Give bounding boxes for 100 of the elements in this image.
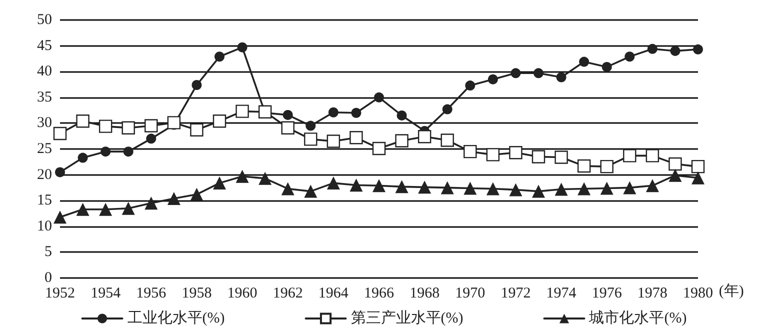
point xyxy=(236,104,249,118)
point xyxy=(440,134,454,147)
y-tick-label: 5 xyxy=(44,244,52,260)
point xyxy=(691,160,705,174)
point xyxy=(76,114,90,128)
point xyxy=(670,46,680,56)
y-tick-label: 0 xyxy=(44,270,52,286)
point xyxy=(237,42,248,52)
point xyxy=(144,196,158,210)
point xyxy=(488,74,498,84)
x-axis-title: (年) xyxy=(718,282,744,300)
point xyxy=(623,149,636,162)
y-tick-label: 35 xyxy=(37,89,52,106)
point xyxy=(554,182,568,196)
y-tick-label: 15 xyxy=(37,192,52,209)
point xyxy=(579,56,590,67)
point xyxy=(510,68,521,78)
point xyxy=(122,121,135,134)
point xyxy=(146,134,156,144)
point xyxy=(623,181,636,194)
point xyxy=(326,134,340,148)
point xyxy=(693,44,703,54)
point xyxy=(53,126,67,140)
point xyxy=(281,121,294,134)
point xyxy=(192,80,202,90)
point xyxy=(668,157,682,171)
point xyxy=(442,104,452,114)
x-tick-label: 1968 xyxy=(410,286,440,302)
point xyxy=(98,120,112,133)
y-tick-label: 10 xyxy=(37,218,52,234)
point xyxy=(465,80,476,91)
point xyxy=(328,107,338,118)
point xyxy=(372,179,386,192)
point xyxy=(464,144,477,158)
x-tick-label: 1974 xyxy=(546,286,577,302)
point xyxy=(486,182,500,196)
point xyxy=(532,184,545,198)
point xyxy=(306,120,316,131)
point xyxy=(236,170,249,183)
x-tick-label: 1956 xyxy=(136,286,167,302)
x-tick-label: 1976 xyxy=(592,286,622,302)
point xyxy=(54,210,66,224)
point xyxy=(144,119,158,132)
x-tick-label: 1964 xyxy=(318,286,349,302)
x-tick-label: 1972 xyxy=(500,286,531,302)
legend-label: 第三产业水平(%) xyxy=(350,310,464,326)
point xyxy=(534,68,544,78)
x-tick-label: 1980 xyxy=(683,286,713,302)
legend-label: 城市化水平(%) xyxy=(588,310,687,326)
point xyxy=(167,192,180,206)
y-tick-label: 30 xyxy=(37,115,52,132)
point xyxy=(556,72,566,82)
point xyxy=(600,160,614,174)
point xyxy=(509,146,522,160)
point xyxy=(258,172,272,185)
point xyxy=(258,105,272,118)
x-tick-label: 1960 xyxy=(227,286,258,302)
y-tick-label: 25 xyxy=(37,141,52,157)
y-tick-label: 20 xyxy=(37,166,52,183)
point xyxy=(692,171,704,184)
point xyxy=(282,110,293,120)
point xyxy=(351,108,362,118)
point xyxy=(418,180,432,194)
x-tick-label: 1954 xyxy=(90,286,122,302)
point xyxy=(190,123,204,137)
point xyxy=(532,150,546,164)
point xyxy=(646,149,660,162)
point xyxy=(374,92,384,102)
point xyxy=(600,182,614,195)
x-tick-label: 1952 xyxy=(45,286,75,302)
point xyxy=(464,182,477,195)
point xyxy=(326,176,340,190)
point xyxy=(440,181,454,194)
point xyxy=(122,202,135,215)
y-tick-label: 50 xyxy=(37,12,52,28)
point xyxy=(190,188,204,201)
point xyxy=(395,180,408,194)
x-tick-label: 1962 xyxy=(272,286,303,302)
x-tick-label: 1958 xyxy=(182,286,212,302)
point xyxy=(577,159,591,173)
point xyxy=(214,52,224,62)
point xyxy=(554,150,568,164)
point xyxy=(509,183,522,196)
x-tick-label: 1978 xyxy=(637,286,668,302)
point xyxy=(668,168,682,182)
point xyxy=(624,52,635,62)
point xyxy=(304,132,318,146)
point xyxy=(395,134,408,148)
point xyxy=(212,114,226,128)
y-tick-label: 45 xyxy=(37,38,52,54)
point xyxy=(100,146,111,157)
x-tick-label: 1970 xyxy=(455,286,486,302)
point xyxy=(647,44,658,54)
point xyxy=(304,184,318,198)
x-tick-label: 1966 xyxy=(364,286,394,302)
point xyxy=(78,152,88,163)
legend-label: 工业化水平(%) xyxy=(127,310,225,326)
point xyxy=(372,142,386,156)
point xyxy=(578,182,591,196)
point xyxy=(602,62,612,72)
